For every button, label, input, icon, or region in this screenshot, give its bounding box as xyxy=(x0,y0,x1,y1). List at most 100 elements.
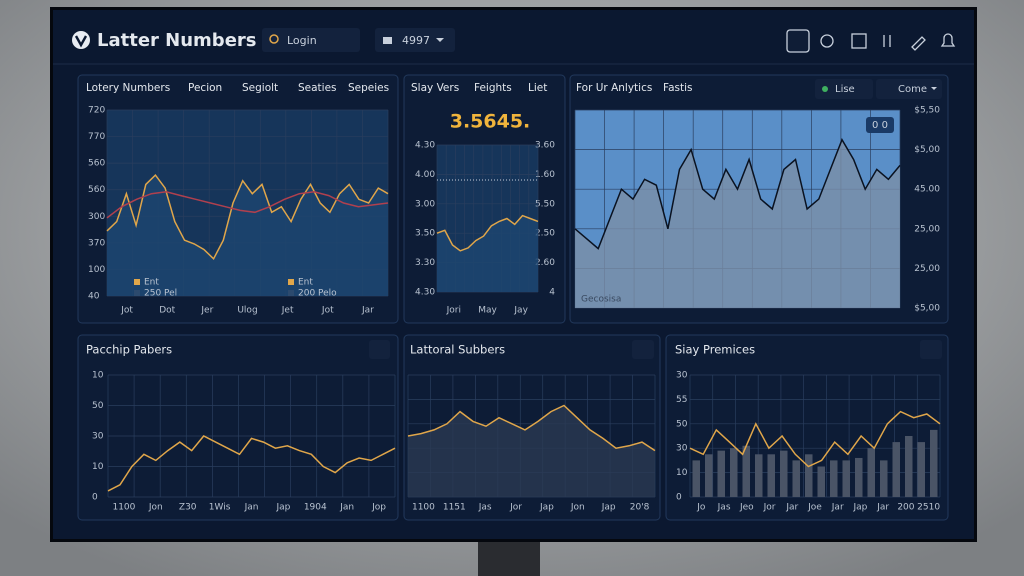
legend-swatch xyxy=(288,290,294,296)
y-tick-label: 720 xyxy=(88,106,105,116)
y-tick-label: 4.30 xyxy=(415,141,435,151)
x-tick-label: Jap xyxy=(601,503,616,513)
line xyxy=(574,137,901,250)
x-tick-label: Jor xyxy=(763,503,776,513)
y-tick-label: 3.50 xyxy=(415,229,435,239)
panel-title: Lattoral Subbers xyxy=(410,343,505,357)
bar xyxy=(817,466,825,497)
button-label: Come xyxy=(898,84,927,95)
y2-tick-label: 5.50 xyxy=(535,199,555,209)
bar xyxy=(905,436,913,497)
x-tick-label: Dot xyxy=(159,306,175,316)
y-tick-label: 770 xyxy=(88,132,105,142)
y-tick-label: 10 xyxy=(676,468,688,478)
area xyxy=(408,405,655,497)
tab[interactable]: Lotery Numbers xyxy=(86,82,170,94)
button[interactable] xyxy=(815,79,873,99)
y2-tick-label: 2.50 xyxy=(535,229,555,239)
x-tick-label: Jap xyxy=(539,503,554,513)
x-tick-label: Jeo xyxy=(739,503,754,513)
globe-icon[interactable] xyxy=(820,34,834,48)
dropdown[interactable] xyxy=(375,28,455,52)
y-tick-label: 370 xyxy=(88,238,105,248)
bar xyxy=(880,460,888,497)
button[interactable] xyxy=(876,79,942,99)
tab[interactable]: Sepeies xyxy=(348,82,389,94)
y-tick-label: 30 xyxy=(676,371,688,381)
pause-icon[interactable] xyxy=(883,35,891,47)
expand-button[interactable] xyxy=(369,340,390,359)
x-tick-label: Jan xyxy=(339,503,354,513)
x-tick-label: Jot xyxy=(321,306,334,316)
x-tick-label: Jan xyxy=(244,503,259,513)
bar xyxy=(830,460,838,497)
x-tick-label: Ulog xyxy=(237,306,257,316)
x-tick-label: 1151 xyxy=(443,503,466,513)
x-tick-label: Jap xyxy=(853,503,868,513)
x-tick-label: Jop xyxy=(371,503,386,513)
tab[interactable]: Feights xyxy=(474,82,512,94)
button-label: Lise xyxy=(835,84,855,95)
bar xyxy=(705,454,713,497)
y-tick-label: 4.00 xyxy=(415,170,435,180)
bar xyxy=(767,454,775,497)
bar xyxy=(742,445,750,497)
legend-swatch xyxy=(134,290,140,296)
x-tick-label: May xyxy=(478,306,497,316)
x-tick-label: Jar xyxy=(361,306,374,316)
tab[interactable]: Slay Vers xyxy=(411,82,459,94)
x-tick-label: Jet xyxy=(281,306,294,316)
tab[interactable]: For Ur Anlytics xyxy=(576,82,652,94)
line xyxy=(106,191,389,219)
y-tick-label: $5,00 xyxy=(914,145,940,155)
y-tick-label: 3.30 xyxy=(415,258,435,268)
y-tick-label: 100 xyxy=(88,265,105,275)
tab[interactable]: Segiolt xyxy=(242,82,278,94)
legend-label: 250 Pel xyxy=(144,289,177,299)
y-tick-label: 25,00 xyxy=(914,264,940,274)
bar xyxy=(730,448,738,497)
x-tick-label: Jar xyxy=(876,503,889,513)
y-tick-label: $5,00 xyxy=(914,304,940,314)
bar xyxy=(692,460,700,497)
y2-tick-label: 4 xyxy=(549,288,555,298)
y-tick-label: $5,50 xyxy=(914,106,940,116)
y-tick-label: 55 xyxy=(676,395,687,405)
bar xyxy=(917,442,925,497)
search-text: Login xyxy=(287,34,317,47)
badge-label: 0 0 xyxy=(872,120,888,131)
expand-button[interactable] xyxy=(632,340,654,359)
area xyxy=(575,139,900,308)
tab[interactable]: Liet xyxy=(528,82,547,94)
x-tick-label: 1Wis xyxy=(209,503,231,513)
bell-icon[interactable] xyxy=(940,33,956,47)
tab[interactable]: Pecion xyxy=(188,82,222,94)
app-title: Latter Numbers xyxy=(97,30,257,51)
search-box[interactable] xyxy=(262,28,360,52)
bar xyxy=(855,457,863,497)
area xyxy=(437,215,538,292)
logo xyxy=(72,31,90,49)
badge xyxy=(866,117,894,133)
legend-swatch xyxy=(134,279,140,285)
line xyxy=(107,435,396,492)
y-tick-label: 4.30 xyxy=(415,288,435,298)
y-tick-label: 0 xyxy=(676,493,682,503)
expand-button[interactable] xyxy=(920,340,942,359)
x-tick-label: Jas xyxy=(478,503,492,513)
icon-button[interactable] xyxy=(786,29,810,53)
y-tick-label: 45.00 xyxy=(914,185,940,195)
panel-title: Siay Premices xyxy=(675,343,755,357)
tab[interactable]: Seaties xyxy=(298,82,337,94)
x-tick-label: Jap xyxy=(275,503,290,513)
y-tick-label: 300 xyxy=(88,212,105,222)
x-tick-label: 2510 xyxy=(917,503,940,513)
y2-tick-label: 3.60 xyxy=(535,141,555,151)
tab[interactable]: Fastis xyxy=(663,82,693,94)
x-tick-label: 20'8 xyxy=(630,503,650,513)
bar xyxy=(892,442,900,497)
edit-icon[interactable] xyxy=(911,36,926,51)
grid-icon[interactable] xyxy=(851,33,867,49)
x-tick-label: Jer xyxy=(200,306,213,316)
